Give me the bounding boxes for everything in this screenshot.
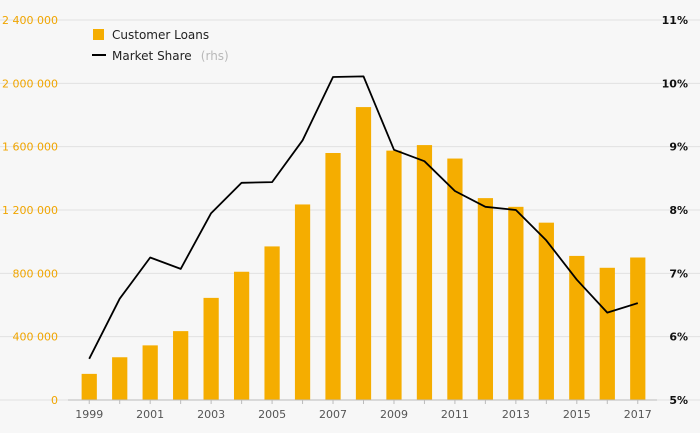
y-left-tick-label: 1 600 000 — [2, 141, 58, 154]
x-tick-label: 2009 — [380, 408, 408, 421]
line-series — [88, 75, 639, 360]
bar-2006 — [294, 204, 311, 400]
y-right-tick-label: 10% — [662, 77, 688, 90]
bar-2002 — [173, 331, 189, 400]
bar-series — [81, 107, 646, 400]
x-tick-label: 2013 — [502, 408, 530, 421]
bar-2005 — [264, 246, 280, 400]
y-left-tick-label: 400 000 — [13, 331, 59, 344]
y-left-tick-label: 1 200 000 — [2, 204, 58, 217]
bar-2016 — [599, 267, 615, 400]
bar-2007 — [325, 153, 341, 400]
bar-2004 — [233, 271, 250, 400]
legend: Customer Loans Market Share (rhs) — [92, 28, 229, 64]
legend-label-market-share: Market Share — [112, 49, 192, 63]
x-tick-label: 2001 — [136, 408, 164, 421]
x-tick-label: 2003 — [197, 408, 225, 421]
bar-2012 — [477, 198, 494, 400]
bar-2014 — [538, 222, 554, 400]
bar-2013 — [508, 206, 524, 400]
x-tick-label: 1999 — [75, 408, 103, 421]
market-share-line — [88, 75, 639, 360]
legend-label-customer-loans: Customer Loans — [112, 28, 209, 42]
x-tick-label: 2015 — [563, 408, 591, 421]
x-tick-label: 2017 — [624, 408, 652, 421]
bar-2003 — [203, 297, 219, 400]
bar-2011 — [447, 158, 463, 400]
bar-2010 — [416, 145, 433, 400]
y-left-tick-label: 0 — [51, 394, 58, 407]
legend-label-market-share-group: Market Share (rhs) — [112, 45, 229, 64]
x-tick-label: 2011 — [441, 408, 469, 421]
y-right-tick-label: 7% — [669, 267, 688, 280]
legend-label-rhs: (rhs) — [201, 49, 229, 63]
bar-1999 — [81, 373, 97, 400]
axes: 0 400 000 800 000 1 200 000 1 600 000 2 000 0… — [2, 14, 688, 421]
y-right-tick-label: 5% — [669, 394, 688, 407]
bar-2009 — [386, 150, 402, 400]
bar-2000 — [112, 357, 128, 400]
bar-2017 — [630, 257, 646, 400]
bar-2015 — [569, 255, 585, 400]
y-right-tick-label: 8% — [669, 204, 688, 217]
gridlines — [0, 19, 700, 401]
bar-2001 — [142, 345, 158, 400]
y-left-tick-label: 800 000 — [13, 267, 59, 280]
x-tick-label: 2007 — [319, 408, 347, 421]
y-right-tick-label: 11% — [662, 14, 688, 27]
y-right-tick-label: 6% — [669, 331, 688, 344]
y-left-tick-label: 2 000 000 — [2, 77, 58, 90]
legend-swatch-customer-loans — [93, 29, 104, 40]
y-left-tick-label: 2 400 000 — [2, 14, 58, 27]
y-right-tick-label: 9% — [669, 141, 688, 154]
x-tick-label: 2005 — [258, 408, 286, 421]
bar-2008 — [355, 107, 372, 400]
